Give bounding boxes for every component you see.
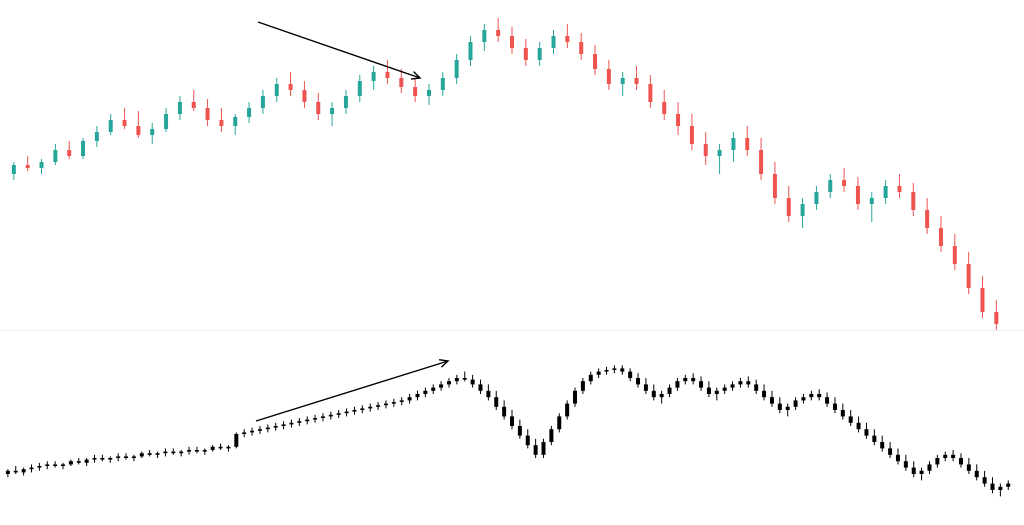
indicator-candlestick-chart <box>0 331 1024 525</box>
indicator-chart-panel <box>0 331 1024 525</box>
price-candlestick-chart <box>0 0 1024 330</box>
price-chart-panel <box>0 0 1024 330</box>
